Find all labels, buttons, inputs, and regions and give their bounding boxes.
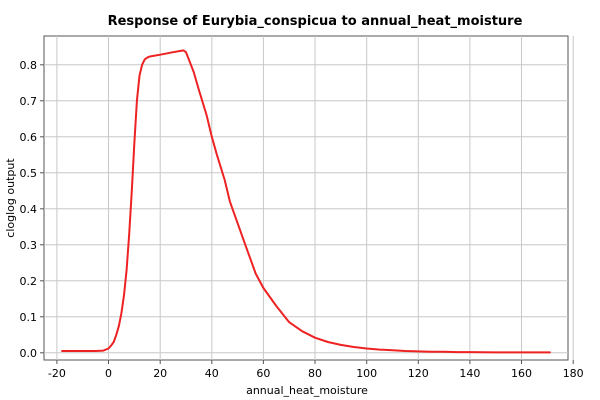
y-tick-label: 0.1 <box>20 311 38 324</box>
y-axis: 0.0 0.1 0.2 0.3 0.4 0.5 0.6 0.7 0.8 <box>20 59 44 360</box>
response-line <box>61 49 551 354</box>
x-tick-label: 180 <box>563 367 584 380</box>
x-axis: -20 0 20 40 60 80 100 120 140 160 180 <box>48 360 584 380</box>
x-tick-label: 120 <box>408 367 429 380</box>
x-tick-label: 40 <box>205 367 219 380</box>
x-tick-label: 0 <box>105 367 112 380</box>
x-tick-label: 60 <box>256 367 270 380</box>
x-axis-label: annual_heat_moisture <box>246 384 368 397</box>
grid-lines <box>44 36 574 360</box>
y-tick-label: 0.3 <box>20 239 38 252</box>
x-tick-label: 20 <box>153 367 167 380</box>
y-tick-label: 0.0 <box>20 347 38 360</box>
x-tick-label: 100 <box>356 367 377 380</box>
chart-title: Response of Eurybia_conspicua to annual_… <box>108 14 523 29</box>
x-tick-label: 80 <box>308 367 322 380</box>
y-tick-label: 0.2 <box>20 275 38 288</box>
y-tick-label: 0.6 <box>20 131 38 144</box>
y-tick-label: 0.5 <box>20 167 38 180</box>
y-tick-label: 0.4 <box>20 203 38 216</box>
y-axis-label: cloglog output <box>4 158 17 238</box>
y-tick-label: 0.8 <box>20 59 38 72</box>
y-tick-label: 0.7 <box>20 95 38 108</box>
x-tick-label: 140 <box>459 367 480 380</box>
x-tick-label: 160 <box>511 367 532 380</box>
x-tick-label: -20 <box>48 367 66 380</box>
